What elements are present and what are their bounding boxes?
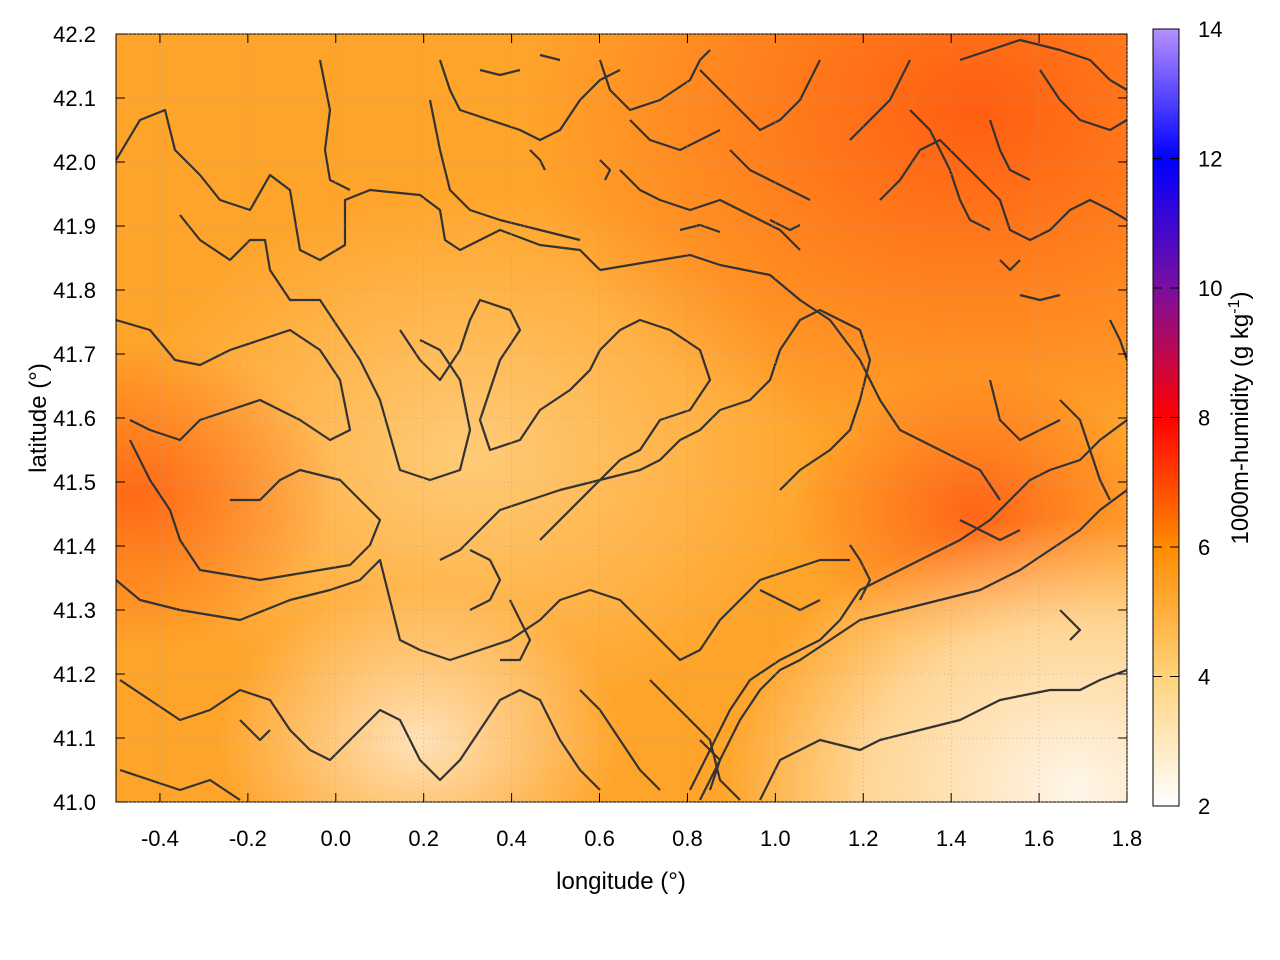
x-tick-label: 0.8 xyxy=(672,826,703,851)
colorbar-tick-label: 10 xyxy=(1198,276,1222,301)
x-tick-label: -0.4 xyxy=(141,826,179,851)
x-tick-label: 1.2 xyxy=(848,826,879,851)
y-tick-label: 41.9 xyxy=(53,214,96,239)
y-tick-label: 41.1 xyxy=(53,726,96,751)
y-tick-label: 41.8 xyxy=(53,278,96,303)
y-tick-label: 41.5 xyxy=(53,470,96,495)
y-tick-label: 42.0 xyxy=(53,150,96,175)
y-tick-label: 41.7 xyxy=(53,342,96,367)
y-axis-label: latitude (°) xyxy=(25,363,52,473)
colorbar-tick-label: 6 xyxy=(1198,535,1210,560)
colorbar-tick-label: 2 xyxy=(1198,794,1210,819)
y-tick-label: 41.3 xyxy=(53,598,96,623)
y-tick-label: 41.2 xyxy=(53,662,96,687)
colorbar-ticks: 2 4 6 8 10 12 14 xyxy=(1153,17,1222,819)
colorbar: 2 4 6 8 10 12 14 1000m-humidity (g kg-1) xyxy=(1152,17,1254,819)
colorbar-tick-label: 8 xyxy=(1198,406,1210,431)
x-tick-label: 0.0 xyxy=(320,826,351,851)
x-tick-label: 1.8 xyxy=(1112,826,1143,851)
x-tick-label: 0.2 xyxy=(408,826,439,851)
x-tick-label: 0.6 xyxy=(584,826,615,851)
x-tick-label: 1.0 xyxy=(760,826,791,851)
y-tick-label: 42.2 xyxy=(53,22,96,47)
y-tick-label: 42.1 xyxy=(53,86,96,111)
x-tick-label: -0.2 xyxy=(229,826,267,851)
y-tick-label: 41.4 xyxy=(53,534,96,559)
x-axis-label: longitude (°) xyxy=(556,868,686,895)
colorbar-tick-label: 4 xyxy=(1198,665,1210,690)
colorbar-tick-label: 14 xyxy=(1198,17,1222,42)
y-tick-label: 41.6 xyxy=(53,406,96,431)
y-axis-ticks: 41.0 41.1 41.2 41.3 41.4 41.5 41.6 41.7 41.8 41.9… xyxy=(53,22,1127,815)
x-axis-ticks: -0.4 -0.2 0.0 0.2 0.4 0.6 0.8 1.0 1.2 1.4 1.6 1.8 xyxy=(141,34,1142,851)
colorbar-label: 1000m-humidity (g kg-1) xyxy=(1226,292,1254,545)
contour-lines xyxy=(116,38,1127,801)
colorbar-tick-label: 12 xyxy=(1198,147,1222,172)
y-tick-label: 41.0 xyxy=(53,790,96,815)
x-tick-label: 0.4 xyxy=(496,826,527,851)
heatmap-field xyxy=(116,34,1127,802)
x-tick-label: 1.4 xyxy=(936,826,967,851)
x-tick-label: 1.6 xyxy=(1024,826,1055,851)
grid-lines xyxy=(116,33,1128,803)
